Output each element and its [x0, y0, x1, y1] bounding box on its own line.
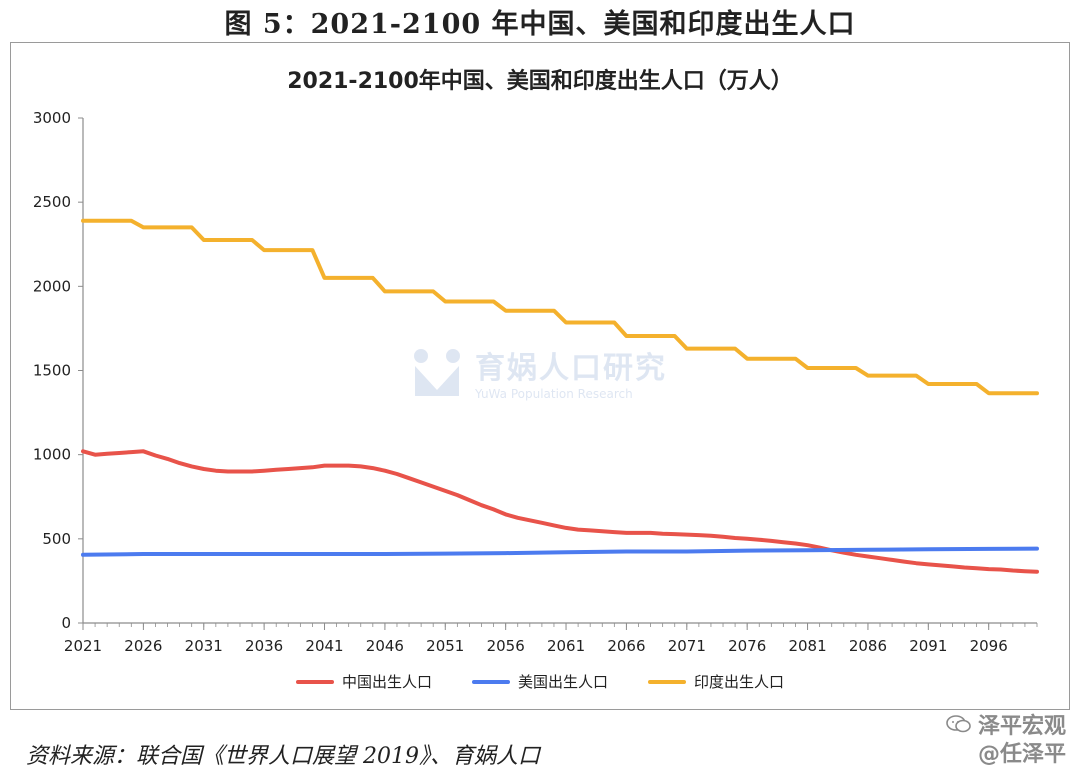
watermark-name: 育娲人口研究	[475, 351, 667, 386]
legend-item: 中国出生人口	[295, 671, 432, 692]
source-note: 资料来源：联合国《世界人口展望 2019》、育娲人口	[26, 744, 540, 769]
watermark-subtitle: YuWa Population Research	[475, 387, 633, 401]
wechat-icon	[946, 715, 971, 733]
brand-line2: @任泽平	[977, 742, 1066, 767]
y-tick-label: 0	[61, 614, 71, 632]
x-tick-label: 2086	[849, 637, 887, 655]
x-tick-label: 2041	[305, 637, 343, 655]
x-tick-label: 2056	[487, 637, 525, 655]
legend-swatch	[648, 679, 686, 684]
x-tick-label: 2081	[788, 637, 826, 655]
legend-label: 美国出生人口	[517, 673, 608, 691]
y-tick-label: 2000	[33, 277, 71, 295]
legend-label: 中国出生人口	[341, 673, 432, 691]
legend-item: 美国出生人口	[471, 671, 608, 692]
y-tick-label: 1000	[33, 446, 71, 464]
chart-frame: 2021-2100年中国、美国和印度出生人口（万人） 育娲人口研究 YuWa P…	[10, 42, 1070, 710]
y-tick-label: 500	[42, 530, 71, 548]
series-line-india	[81, 218, 1039, 396]
watermark: 育娲人口研究 YuWa Population Research	[411, 343, 667, 401]
x-tick-label: 2021	[64, 637, 102, 655]
x-tick-label: 2076	[728, 637, 766, 655]
legend-item: 印度出生人口	[648, 671, 784, 692]
legend-swatch	[295, 679, 334, 684]
watermark-logo-icon	[411, 346, 463, 398]
legend: 中国出生人口 美国出生人口 印度出生人口	[11, 671, 1069, 692]
brand-line1: 泽平宏观	[977, 714, 1066, 739]
x-tick-label: 2046	[366, 637, 404, 655]
x-tick-label: 2066	[607, 637, 645, 655]
x-tick-label: 2031	[185, 637, 223, 655]
legend-swatch	[471, 679, 510, 684]
figure-title: 图 5：2021-2100 年中国、美国和印度出生人口	[224, 9, 856, 40]
legend-label: 印度出生人口	[694, 673, 785, 691]
y-tick-label: 1500	[33, 362, 71, 380]
series-line-usa	[81, 546, 1039, 557]
y-tick-label: 3000	[33, 109, 71, 127]
x-tick-label: 2096	[970, 637, 1008, 655]
line-chart: 0 500 1000 1500 2000 2500 3000 2021 2026 2031 2036…	[33, 109, 1039, 655]
x-tick-label: 2051	[426, 637, 464, 655]
x-tick-label: 2071	[668, 637, 706, 655]
x-tick-label: 2091	[909, 637, 947, 655]
x-tick-label: 2036	[245, 637, 283, 655]
x-tick-label: 2061	[547, 637, 585, 655]
brand-watermark: 泽平宏观 @任泽平	[946, 708, 1066, 768]
x-tick-label: 2026	[124, 637, 162, 655]
y-tick-label: 2500	[33, 193, 71, 211]
chart-title: 2021-2100年中国、美国和印度出生人口（万人）	[287, 69, 793, 94]
series-line-china	[81, 449, 1039, 574]
